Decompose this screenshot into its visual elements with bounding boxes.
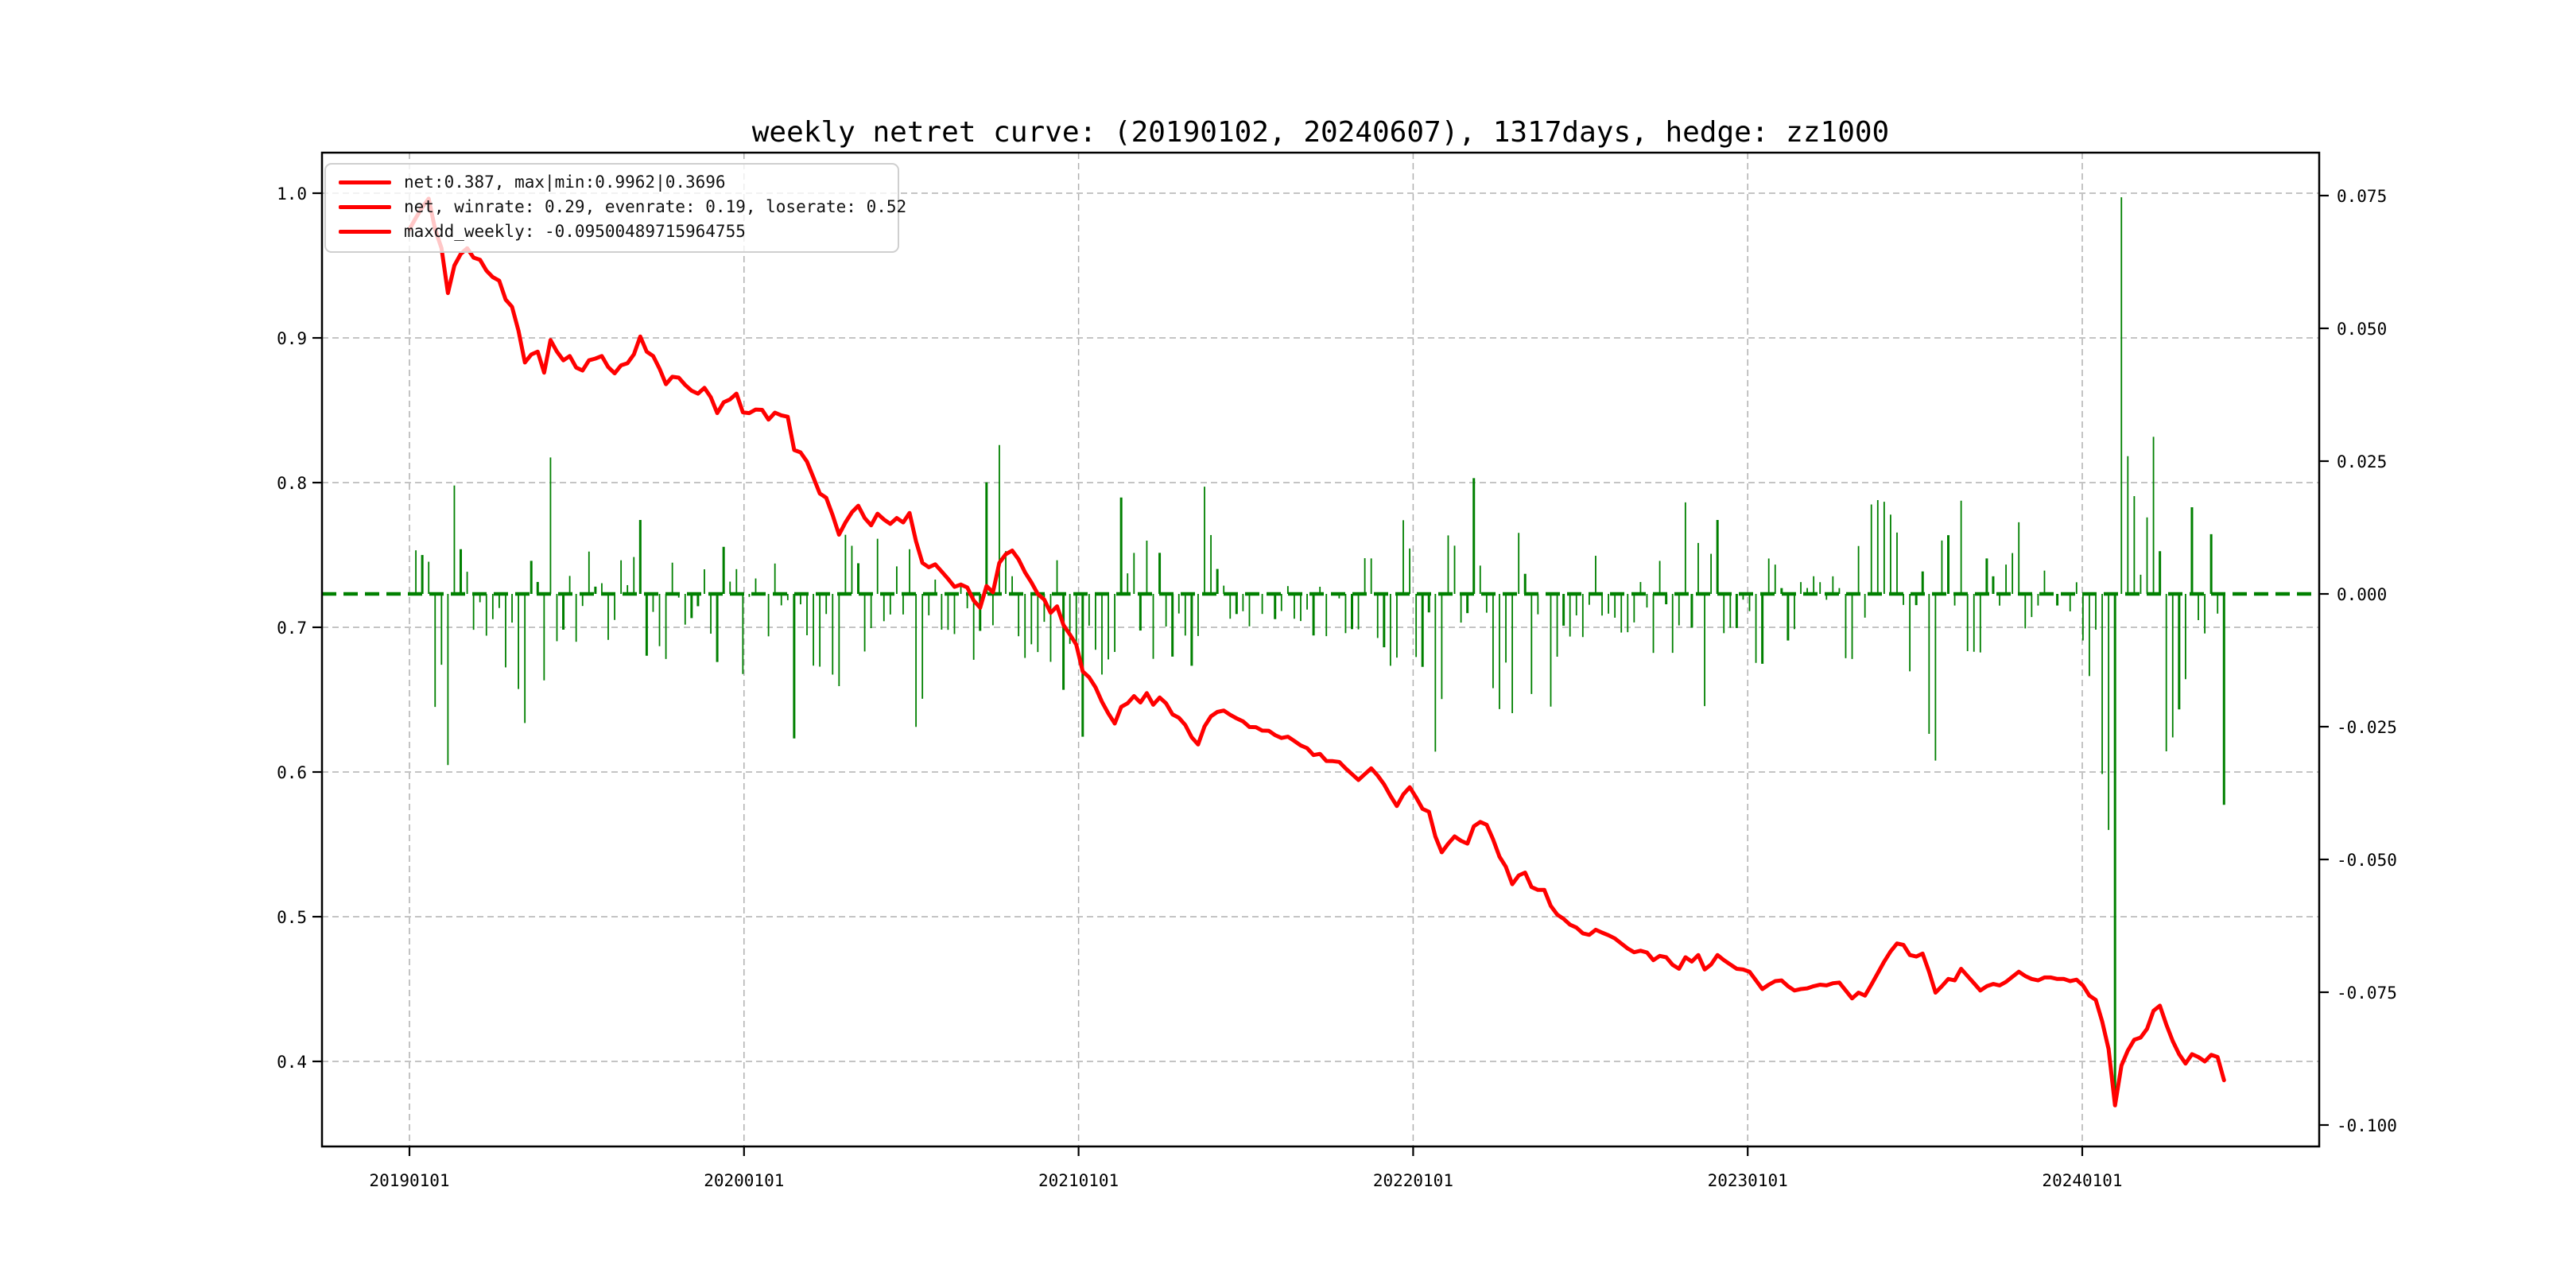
tick-label-x: 20190101 xyxy=(369,1171,449,1190)
legend-entry-winrate: net, winrate: 0.29, evenrate: 0.19, lose… xyxy=(339,199,906,215)
tick-label-left: 0.5 xyxy=(277,908,307,927)
plot-spines xyxy=(320,151,2321,1148)
legend-entry-winrate-label: net, winrate: 0.29, evenrate: 0.19, lose… xyxy=(404,197,907,216)
legend-box: net:0.387, max|min:0.9962|0.3696 net, wi… xyxy=(324,163,906,253)
legend-entry-net-label: net:0.387, max|min:0.9962|0.3696 xyxy=(404,173,726,192)
tick-label-right: 0.000 xyxy=(2337,585,2387,604)
legend-entry-maxdd-label: maxdd_weekly: -0.09500489715964755 xyxy=(404,222,746,241)
tick-label-x: 20230101 xyxy=(1708,1171,1788,1190)
tick-label-right: 0.025 xyxy=(2337,452,2387,471)
legend-entry-maxdd: maxdd_weekly: -0.09500489715964755 xyxy=(339,223,890,240)
tick-label-x: 20220101 xyxy=(1373,1171,1453,1190)
tick-label-left: 0.6 xyxy=(277,763,307,782)
tick-label-x: 20240101 xyxy=(2042,1171,2122,1190)
net-line-swatch xyxy=(339,180,391,184)
tick-label-right: -0.025 xyxy=(2337,718,2397,737)
tick-label-right: -0.050 xyxy=(2337,851,2397,870)
tick-label-left: 1.0 xyxy=(277,184,307,204)
winrate-line-swatch xyxy=(339,205,391,209)
maxdd-line-swatch xyxy=(339,230,391,234)
tick-label-right: -0.100 xyxy=(2337,1116,2397,1135)
net-curve-line xyxy=(407,196,2226,1108)
tick-label-left: 0.4 xyxy=(277,1053,307,1072)
tick-label-x: 20200101 xyxy=(704,1171,784,1190)
chart-title: weekly netret curve: (20190102, 20240607… xyxy=(751,116,1890,149)
tick-label-right: -0.075 xyxy=(2337,983,2397,1003)
tick-label-left: 0.7 xyxy=(277,619,307,638)
weekly-return-bars xyxy=(415,197,2225,1100)
legend-entry-net: net:0.387, max|min:0.9962|0.3696 xyxy=(339,174,890,191)
tick-label-x: 20210101 xyxy=(1038,1171,1119,1190)
tick-label-right: 0.050 xyxy=(2337,320,2387,339)
tick-label-right: 0.075 xyxy=(2337,187,2387,206)
tick-label-left: 0.9 xyxy=(277,329,307,348)
tick-label-left: 0.8 xyxy=(277,474,307,493)
